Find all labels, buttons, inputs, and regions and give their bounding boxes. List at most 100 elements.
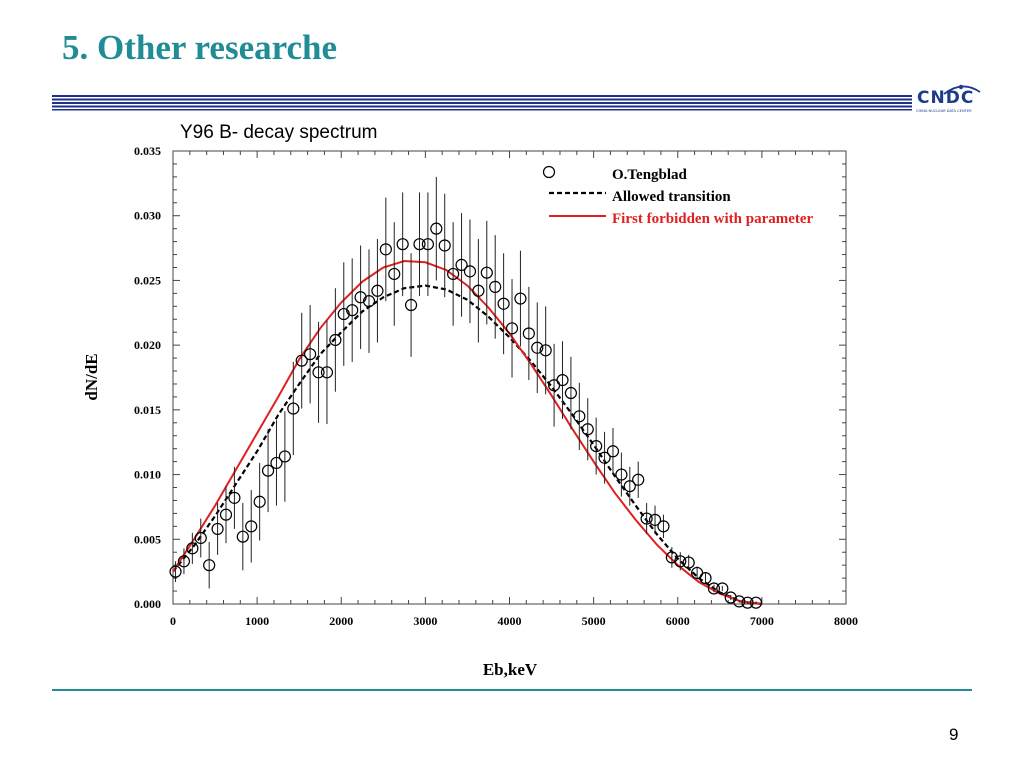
logo-swoosh-icon xyxy=(943,84,981,95)
logo-subtext: CHINA NUCLEAR DATA CENTER xyxy=(916,109,972,113)
data-point xyxy=(253,495,266,508)
data-point xyxy=(304,348,317,361)
data-point xyxy=(261,464,275,477)
data-point xyxy=(657,520,670,533)
data-point xyxy=(203,559,216,572)
data-point xyxy=(362,295,376,308)
data-point xyxy=(169,565,182,578)
data-point xyxy=(421,238,434,251)
allowed-transition-line xyxy=(172,284,763,606)
y-tick-label: 0.010 xyxy=(134,468,161,482)
x-tick-label: 7000 xyxy=(750,614,774,628)
data-point xyxy=(522,327,535,340)
data-point xyxy=(320,366,334,379)
data-point xyxy=(194,531,207,545)
data-point xyxy=(741,596,754,609)
slide-title: 5. Other researche xyxy=(62,28,338,67)
x-axis-label: Eb,keV xyxy=(483,660,538,679)
data-point xyxy=(724,591,737,604)
data-points xyxy=(169,222,763,609)
x-tick-label: 5000 xyxy=(582,614,606,628)
data-point xyxy=(211,522,224,536)
data-point xyxy=(463,265,477,278)
legend-marker-tengblad xyxy=(542,165,556,179)
data-point xyxy=(312,366,325,379)
chart-title: Y96 B- decay spectrum xyxy=(180,122,377,143)
data-point xyxy=(539,344,552,357)
data-point xyxy=(388,267,401,281)
data-point xyxy=(682,556,695,569)
axis-ticks xyxy=(172,150,847,605)
data-point xyxy=(354,291,367,304)
data-point xyxy=(186,542,199,555)
data-point xyxy=(404,298,418,312)
data-point xyxy=(505,322,519,335)
data-point xyxy=(699,572,712,585)
data-point xyxy=(707,582,721,595)
data-point xyxy=(665,551,678,564)
data-point xyxy=(472,284,485,297)
cndc-logo: CNDC CHINA NUCLEAR DATA CENTER xyxy=(914,82,984,120)
y-tick-label: 0.035 xyxy=(134,144,161,158)
data-point xyxy=(245,520,258,533)
y-tick-label: 0.025 xyxy=(134,273,161,287)
data-point xyxy=(573,410,586,423)
legend-label-tengblad: O.Tengblad xyxy=(612,167,688,183)
data-point xyxy=(295,354,308,367)
x-tick-label: 8000 xyxy=(834,614,858,628)
first-forbidden-line xyxy=(172,259,763,605)
data-point xyxy=(430,222,443,235)
data-point xyxy=(379,243,392,256)
page-number: 9 xyxy=(949,725,959,744)
logo-text: CNDC xyxy=(917,88,975,108)
data-point xyxy=(270,456,283,470)
y-tick-label: 0.005 xyxy=(134,532,161,546)
data-point xyxy=(514,292,527,305)
x-tick-labels: 0 1000 2000 3000 4000 5000 6000 7000 8000 xyxy=(170,614,858,628)
data-point xyxy=(287,402,300,415)
data-point xyxy=(640,512,653,525)
y-tick-label: 0.030 xyxy=(134,209,161,223)
data-point xyxy=(455,258,468,271)
data-point xyxy=(531,341,544,354)
data-point xyxy=(590,439,603,453)
data-point xyxy=(606,445,620,458)
x-tick-label: 4000 xyxy=(498,614,522,628)
series-lines xyxy=(172,259,763,606)
data-point xyxy=(733,595,746,608)
x-tick-label: 6000 xyxy=(666,614,690,628)
data-point xyxy=(598,451,611,464)
data-point xyxy=(749,596,763,609)
data-point xyxy=(438,239,451,252)
y-tick-labels: 0.000 0.005 0.010 0.015 0.020 0.025 0.030 0.035 xyxy=(134,144,161,611)
data-point xyxy=(228,491,241,504)
data-point xyxy=(632,473,645,486)
data-point xyxy=(278,450,291,463)
data-point xyxy=(564,386,578,400)
y-axis-label: dN/dE xyxy=(82,353,101,400)
data-point xyxy=(716,582,729,595)
y-tick-label: 0.000 xyxy=(134,597,161,611)
x-tick-label: 1000 xyxy=(245,614,269,628)
y-tick-label: 0.015 xyxy=(134,403,161,417)
data-point xyxy=(329,333,342,347)
x-tick-label: 2000 xyxy=(329,614,353,628)
data-point xyxy=(480,266,493,279)
data-point xyxy=(337,307,350,321)
data-point xyxy=(581,423,594,436)
legend-label-forbidden: First forbidden with parameter xyxy=(612,211,814,227)
header-rule xyxy=(52,95,912,111)
data-point xyxy=(497,297,510,310)
error-bars xyxy=(175,176,757,604)
data-point xyxy=(346,304,359,317)
data-point xyxy=(396,238,409,251)
data-point xyxy=(447,267,460,281)
data-point xyxy=(236,530,249,543)
legend: O.Tengblad Allowed transition First forb… xyxy=(542,165,814,227)
data-point xyxy=(413,238,426,251)
data-point xyxy=(674,555,687,568)
data-point xyxy=(489,280,502,293)
data-point xyxy=(219,508,233,521)
data-point xyxy=(177,555,191,568)
